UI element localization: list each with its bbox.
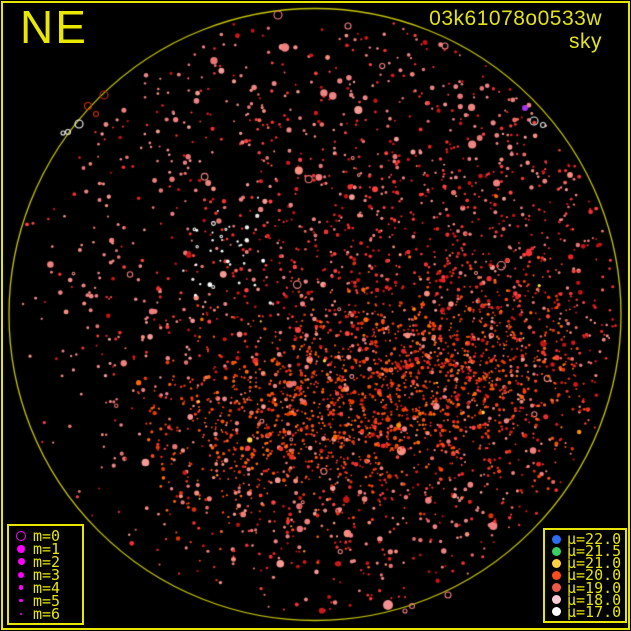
- mu-marker: [551, 546, 561, 556]
- legend-row: m=2: [9, 552, 82, 571]
- magnitude-marker: [18, 571, 24, 578]
- plot-subtitle: sky: [569, 30, 602, 53]
- magnitude-label: m=6: [33, 604, 61, 623]
- mu-marker-cell: [545, 583, 567, 593]
- magnitude-label: m=0: [33, 526, 61, 545]
- legend-row: μ=21.5: [545, 542, 625, 561]
- mu-label: μ=17.0: [567, 602, 622, 621]
- legend-row: m=3: [9, 565, 82, 584]
- title-block: 03k61078o0533w sky: [429, 7, 602, 53]
- mu-marker: [551, 607, 561, 617]
- legend-row: μ=21.0: [545, 554, 625, 573]
- magnitude-marker: [20, 612, 22, 615]
- magnitude-marker: [16, 530, 26, 541]
- legend-row: m=0: [9, 526, 82, 545]
- magnitude-marker: [17, 558, 25, 565]
- legend-row: μ=20.0: [545, 566, 625, 585]
- magnitude-label: m=1: [33, 539, 61, 558]
- mu-marker: [551, 595, 561, 605]
- magnitude-marker-cell: [9, 598, 33, 603]
- mu-marker-cell: [545, 595, 567, 605]
- magnitude-legend: m=0 m=1 m=2 m=3 m=4 m=5 m=6: [7, 524, 84, 625]
- mu-marker: [551, 558, 561, 568]
- magnitude-marker: [18, 585, 24, 590]
- legend-row: μ=19.0: [545, 578, 625, 597]
- legend-row: m=4: [9, 578, 82, 597]
- mu-marker-cell: [545, 558, 567, 568]
- mu-marker: [551, 534, 561, 544]
- legend-row: m=5: [9, 591, 82, 610]
- legend-row: m=1: [9, 539, 82, 558]
- mu-marker-cell: [545, 607, 567, 617]
- legend-row: μ=22.0: [545, 530, 625, 549]
- mu-label: μ=21.5: [567, 542, 622, 561]
- mu-label: μ=21.0: [567, 554, 622, 573]
- legend-row: μ=18.0: [545, 590, 625, 609]
- mu-marker-cell: [545, 534, 567, 544]
- mu-label: μ=19.0: [567, 578, 622, 597]
- mu-legend: μ=22.0 μ=21.5 μ=21.0 μ=20.0 μ=19.0 μ=18.0 μ=17…: [543, 528, 627, 623]
- magnitude-marker-cell: [9, 544, 33, 553]
- magnitude-marker-cell: [9, 530, 33, 541]
- orientation-label: NE: [20, 1, 88, 53]
- magnitude-label: m=4: [33, 578, 61, 597]
- mu-marker-cell: [545, 546, 567, 556]
- magnitude-label: m=5: [33, 591, 61, 610]
- mu-label: μ=22.0: [567, 530, 622, 549]
- mu-marker-cell: [545, 570, 567, 580]
- mu-marker: [551, 583, 561, 593]
- legend-row: m=6: [9, 604, 82, 623]
- mu-label: μ=20.0: [567, 566, 622, 585]
- magnitude-marker-cell: [9, 558, 33, 565]
- magnitude-marker: [19, 598, 23, 603]
- magnitude-label: m=3: [33, 565, 61, 584]
- plot-title: 03k61078o0533w: [429, 7, 602, 30]
- magnitude-marker-cell: [9, 571, 33, 578]
- mu-label: μ=18.0: [567, 590, 622, 609]
- magnitude-marker-cell: [9, 585, 33, 590]
- mu-marker: [551, 570, 561, 580]
- magnitude-marker-cell: [9, 612, 33, 615]
- legend-row: μ=17.0: [545, 602, 625, 621]
- magnitude-label: m=2: [33, 552, 61, 571]
- magnitude-marker: [17, 544, 25, 553]
